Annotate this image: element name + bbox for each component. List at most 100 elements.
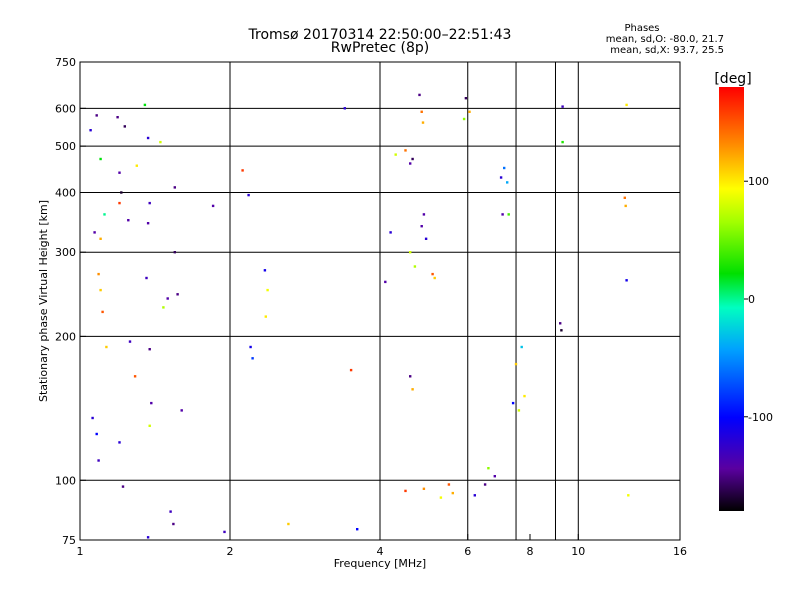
y-tick-label: 100: [55, 474, 76, 487]
data-point: [520, 345, 523, 349]
x-tick-label: 4: [377, 545, 384, 558]
y-tick-label: 600: [55, 102, 76, 115]
data-point: [89, 129, 92, 132]
data-point: [120, 191, 123, 194]
data-point: [422, 487, 426, 490]
data-point: [173, 186, 176, 189]
phases-stat-o: mean, sd,O: -80.0, 21.7: [606, 34, 724, 45]
x-tick-label: 2: [227, 545, 234, 558]
x-axis-ticks: 1 2 4 6 8 10 16: [77, 534, 687, 558]
data-points: [89, 93, 630, 539]
data-point: [493, 475, 496, 478]
data-point: [499, 176, 503, 179]
colorbar-tick-label: 100: [748, 175, 769, 188]
data-point: [118, 201, 121, 205]
data-point: [483, 483, 487, 486]
data-point: [118, 171, 121, 174]
data-point: [146, 136, 150, 140]
grid-lines: [80, 62, 680, 540]
data-point: [249, 345, 252, 349]
data-point: [623, 196, 626, 199]
data-point: [180, 409, 183, 412]
phases-heading: Phases: [624, 23, 659, 34]
data-point: [105, 345, 108, 349]
data-point: [422, 213, 426, 216]
data-point: [93, 231, 96, 234]
data-point: [101, 310, 104, 314]
data-point: [159, 140, 162, 144]
x-axis-label: Frequency [MHz]: [334, 557, 426, 570]
data-point: [411, 157, 414, 161]
chart-title: Tromsø 20170314 22:50:00–22:51:43: [248, 27, 512, 43]
data-point: [420, 110, 423, 113]
data-point: [560, 329, 563, 332]
x-tick-label: 1: [77, 545, 84, 558]
x-tick-label: 6: [464, 545, 471, 558]
data-point: [241, 169, 244, 172]
data-point: [173, 251, 176, 254]
data-point: [118, 441, 121, 444]
data-point: [97, 272, 100, 276]
data-point: [487, 467, 490, 470]
data-point: [116, 116, 119, 119]
data-point: [95, 432, 98, 436]
data-point: [451, 491, 454, 495]
data-point: [172, 522, 175, 526]
data-point: [421, 121, 425, 124]
data-point: [343, 107, 346, 110]
data-point: [506, 181, 509, 184]
data-point: [148, 201, 151, 205]
data-point: [413, 265, 417, 268]
data-point: [146, 222, 150, 225]
data-point: [99, 288, 102, 292]
y-axis-ticks: 75 100 200 300 400 500 600 750: [55, 56, 86, 547]
data-point: [468, 110, 471, 113]
data-point: [263, 269, 267, 272]
data-point: [625, 103, 628, 107]
data-point: [561, 105, 564, 108]
data-point: [514, 362, 518, 366]
x-tick-label: 10: [571, 545, 585, 558]
data-point: [247, 193, 250, 197]
data-point: [424, 237, 428, 240]
data-point: [462, 117, 466, 121]
data-point: [121, 485, 125, 488]
data-point: [418, 93, 421, 97]
colorbar-ticks: 100 0 -100: [744, 175, 773, 424]
x-tick-label: 8: [527, 545, 534, 558]
data-point: [439, 496, 443, 499]
data-point: [625, 279, 628, 282]
y-tick-label: 500: [55, 140, 76, 153]
data-point: [133, 375, 137, 378]
data-point: [411, 388, 414, 391]
chart-subtitle: RwPretec (8p): [331, 40, 429, 56]
data-point: [404, 489, 407, 493]
data-point: [404, 149, 407, 152]
colorbar-tick-label: 0: [748, 293, 755, 306]
data-point: [211, 204, 215, 208]
data-point: [148, 348, 151, 351]
x-tick-label: 16: [673, 545, 687, 558]
data-point: [409, 162, 412, 165]
y-tick-label: 750: [55, 56, 76, 69]
data-point: [176, 293, 179, 296]
data-point: [287, 522, 290, 526]
data-point: [127, 219, 130, 222]
data-point: [473, 494, 476, 497]
data-point: [511, 401, 515, 405]
data-point: [507, 213, 510, 216]
data-point: [97, 459, 100, 462]
data-point: [223, 530, 226, 534]
data-point: [95, 114, 98, 117]
data-point: [135, 164, 138, 167]
colorbar-tick-label: -100: [748, 411, 773, 424]
data-point: [166, 297, 169, 300]
data-point: [501, 213, 504, 216]
y-axis-label: Stationary phase Virtual Height [km]: [37, 200, 50, 402]
data-point: [162, 306, 165, 309]
data-point: [503, 166, 506, 170]
data-point: [394, 153, 397, 156]
data-point: [356, 528, 359, 531]
data-point: [389, 231, 392, 234]
data-point: [420, 225, 423, 228]
